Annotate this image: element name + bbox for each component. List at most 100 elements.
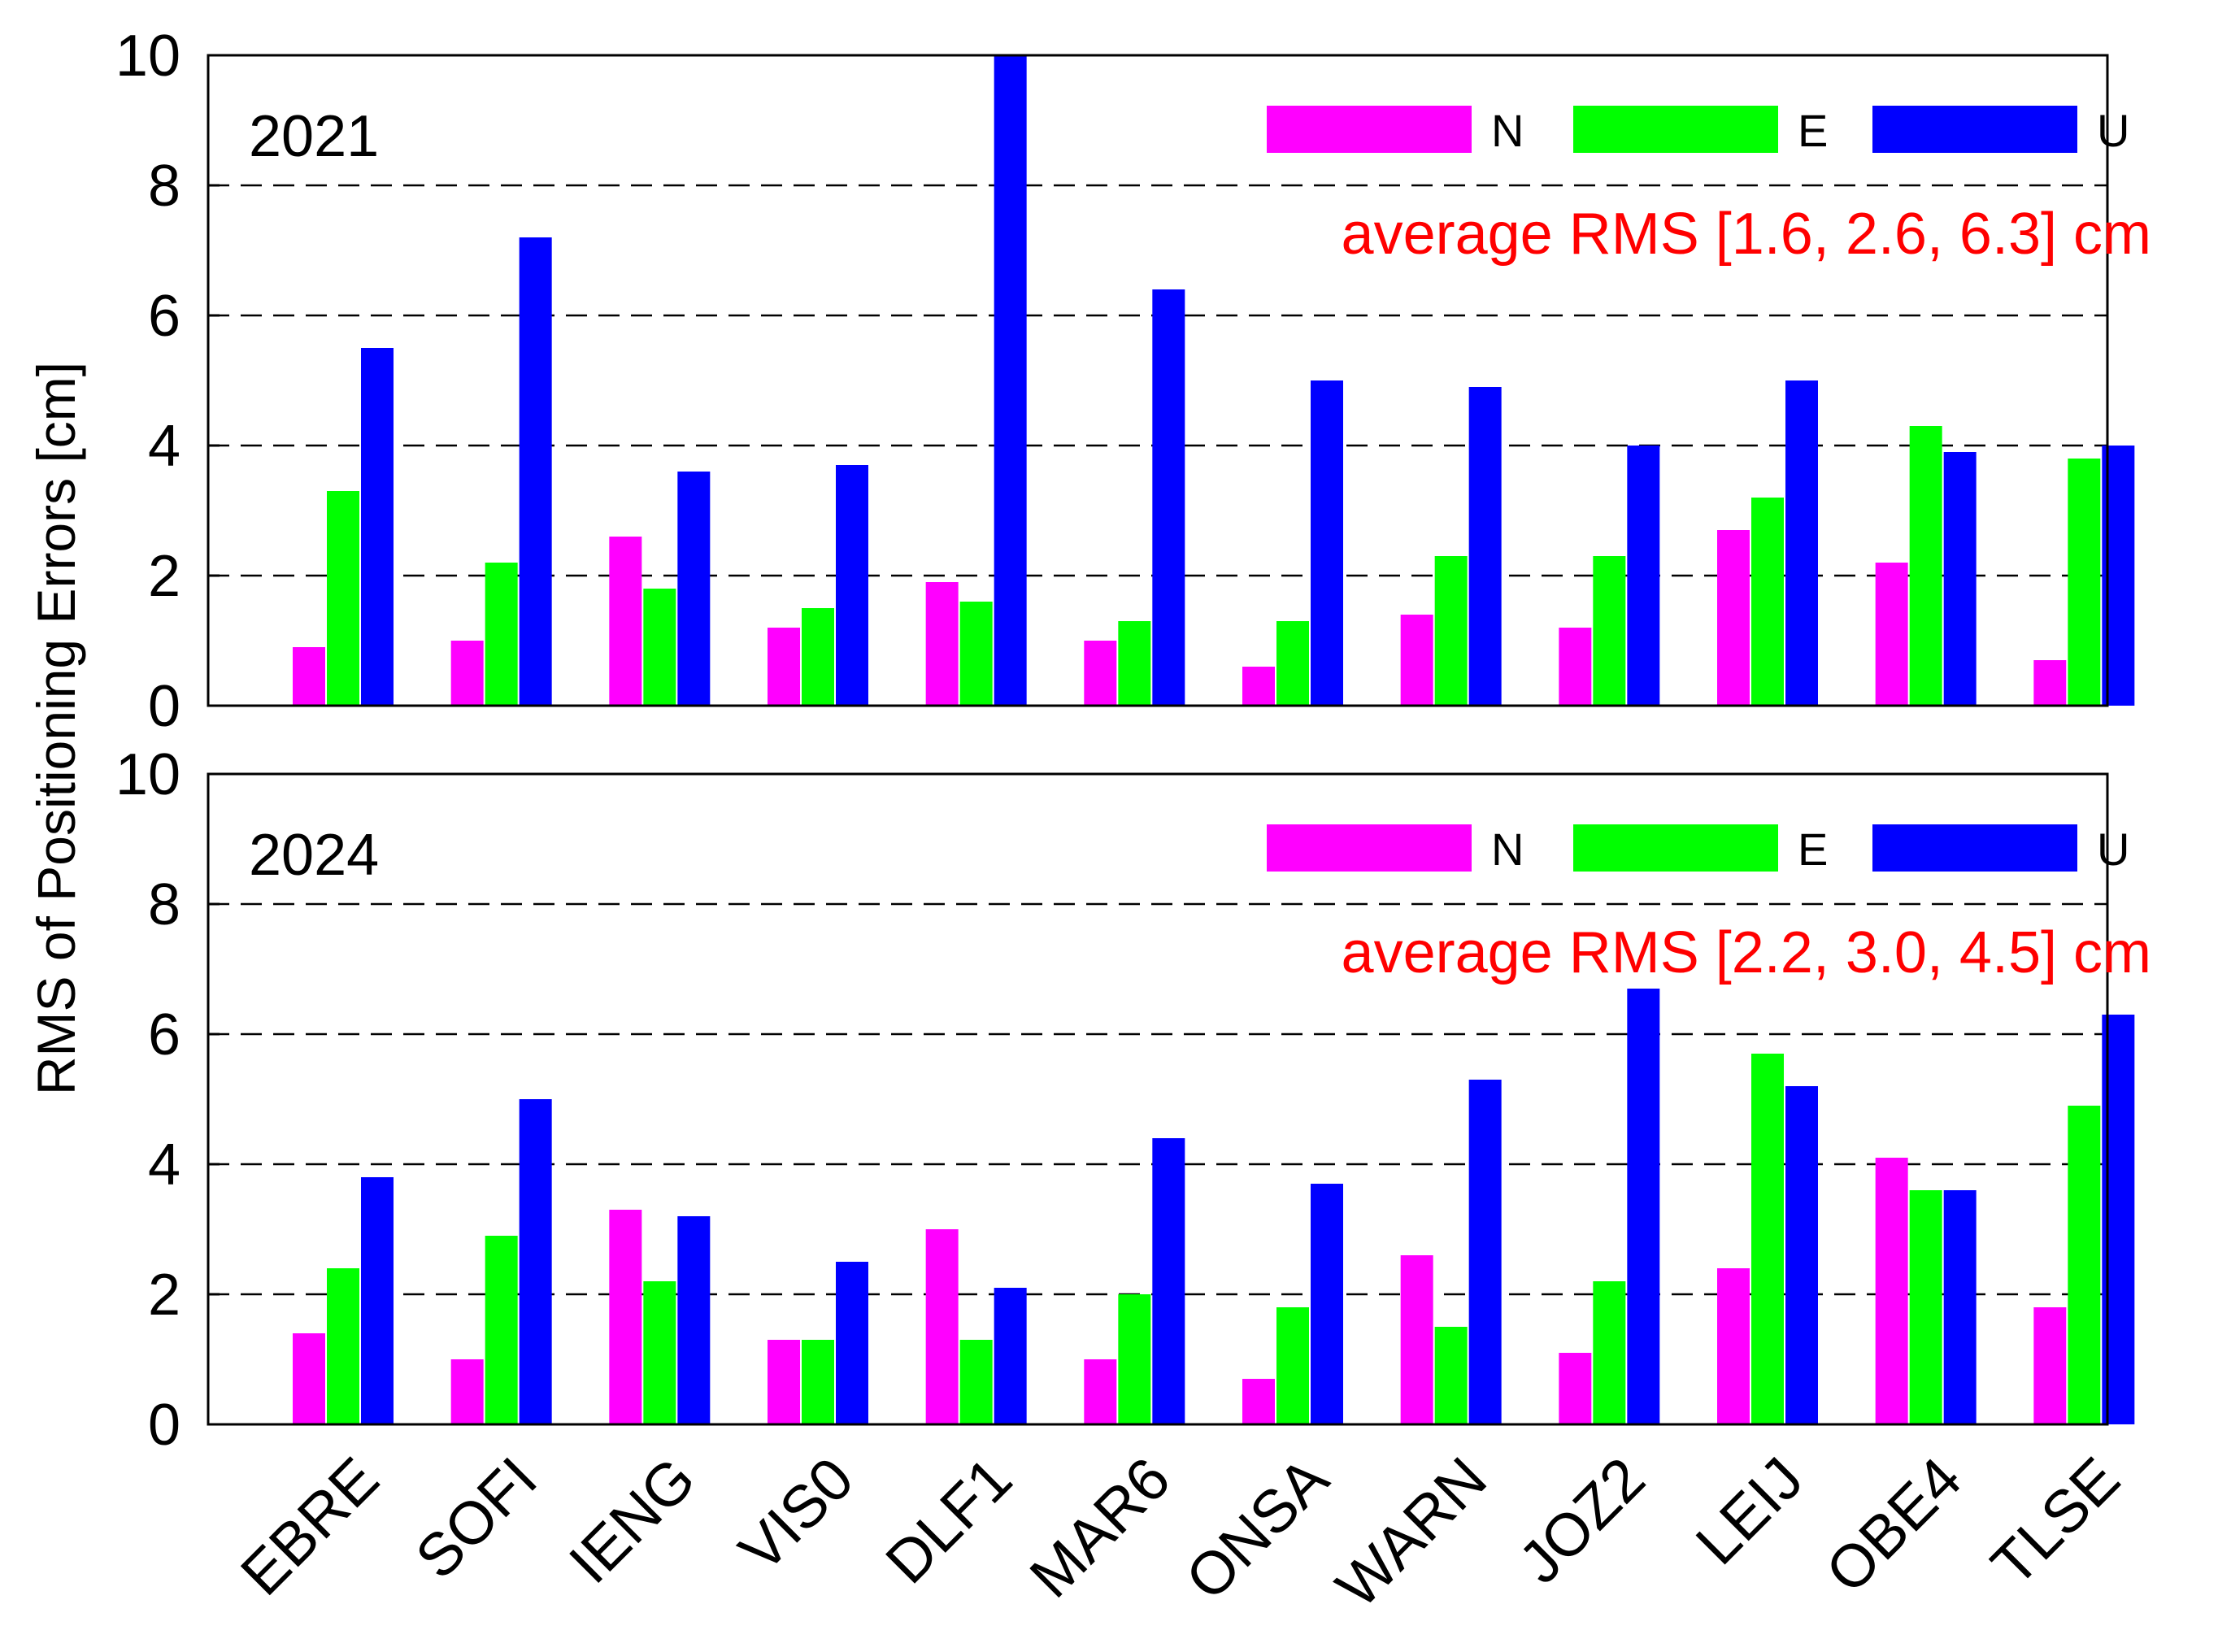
bar-2021-ONSA-U xyxy=(1311,380,1343,706)
bar-2024-IENG-N xyxy=(609,1210,642,1424)
bar-2021-IENG-U xyxy=(677,472,711,706)
bar-2021-OBE4-U xyxy=(1943,452,1977,706)
y-axis-label: RMS of Positioning Errors [cm] xyxy=(26,362,86,1095)
y-tick-label-2021-6: 6 xyxy=(148,284,180,349)
bar-2024-ONSA-E xyxy=(1276,1307,1309,1424)
panel-title-2021: 2021 xyxy=(249,104,379,169)
bar-2021-WARN-E xyxy=(1434,556,1468,706)
bar-2021-MAR6-U xyxy=(1152,289,1185,706)
y-tick-label-2024-10: 10 xyxy=(115,742,180,807)
bar-2024-LEIJ-N xyxy=(1717,1268,1750,1424)
bar-2021-EBRE-E xyxy=(327,491,359,706)
bar-2024-EBRE-N xyxy=(293,1333,325,1424)
bar-2024-OBE4-E xyxy=(1909,1190,1942,1424)
bar-2021-OBE4-E xyxy=(1909,426,1942,706)
y-tick-label-2021-0: 0 xyxy=(148,674,180,739)
bar-2024-IENG-U xyxy=(677,1216,711,1424)
bar-2024-DLF1-E xyxy=(959,1340,993,1424)
bar-2024-LEIJ-U xyxy=(1785,1086,1818,1424)
y-tick-label-2024-4: 4 xyxy=(148,1132,180,1198)
bar-2021-JOZ2-N xyxy=(1559,628,1592,706)
x-tick-label-DLF1: DLF1 xyxy=(872,1445,1024,1597)
y-tick-label-2021-8: 8 xyxy=(148,154,180,219)
panel-title-2024: 2024 xyxy=(249,823,379,888)
legend-swatch-2024-N xyxy=(1267,824,1472,872)
bar-2021-ONSA-N xyxy=(1242,667,1275,706)
bar-2021-LEIJ-U xyxy=(1785,380,1818,706)
average-rms-annotation-2021: average RMS [1.6, 2.6, 6.3] cm xyxy=(1342,202,2151,267)
bar-2021-MAR6-E xyxy=(1118,621,1151,706)
panel-2021: 0 2 4 6 8 10 2021 N E U average RMS [1.6, 2.6, … xyxy=(115,24,2151,739)
legend-label-2024-N: N xyxy=(1491,824,1524,875)
bar-2024-SOFI-U xyxy=(519,1099,552,1424)
bar-2021-SOFI-E xyxy=(485,563,518,706)
bar-2021-DLF1-U xyxy=(994,55,1027,706)
bar-2024-JOZ2-N xyxy=(1559,1353,1592,1424)
bar-2021-OBE4-N xyxy=(1875,563,1908,706)
y-tick-label-2024-8: 8 xyxy=(148,872,180,937)
bar-2021-ONSA-E xyxy=(1276,621,1309,706)
x-tick-label-EBRE: EBRE xyxy=(228,1445,391,1608)
y-tick-label-2021-10: 10 xyxy=(115,24,180,89)
bar-2024-JOZ2-E xyxy=(1593,1281,1626,1424)
bar-2021-JOZ2-U xyxy=(1627,446,1660,706)
bar-2021-WARN-N xyxy=(1400,615,1433,706)
bar-2021-VIS0-E xyxy=(802,608,834,706)
legend-label-2021-E: E xyxy=(1798,105,1828,156)
bar-2021-LEIJ-N xyxy=(1717,530,1750,706)
bar-2021-IENG-N xyxy=(609,537,642,706)
plot-frame-2021 xyxy=(207,54,2109,707)
bar-2021-DLF1-N xyxy=(925,582,959,706)
y-tick-label-2024-6: 6 xyxy=(148,1002,180,1067)
bar-2024-MAR6-N xyxy=(1084,1359,1117,1424)
bar-2024-MAR6-E xyxy=(1118,1294,1151,1424)
legend-label-2024-U: U xyxy=(2097,824,2129,875)
legend-label-2021-U: U xyxy=(2097,105,2129,156)
legend-swatch-2021-E xyxy=(1573,106,1778,153)
bar-2021-LEIJ-E xyxy=(1751,498,1784,706)
bar-2021-SOFI-U xyxy=(519,237,552,706)
bar-2024-OBE4-N xyxy=(1875,1158,1908,1424)
x-tick-label-SOFI: SOFI xyxy=(402,1445,550,1592)
bar-2024-ONSA-U xyxy=(1311,1184,1343,1424)
y-tick-label-2021-2: 2 xyxy=(148,544,180,609)
bar-2024-TLSE-E xyxy=(2068,1106,2101,1424)
x-tick-label-ONSA: ONSA xyxy=(1172,1444,1341,1612)
bar-2024-JOZ2-U xyxy=(1627,989,1660,1424)
x-tick-label-VIS0: VIS0 xyxy=(726,1445,866,1585)
bar-2024-WARN-U xyxy=(1468,1080,1502,1424)
x-tick-label-WARN: WARN xyxy=(1323,1445,1499,1621)
x-tick-label-JOZ2: JOZ2 xyxy=(1506,1445,1658,1597)
y-tick-label-2021-4: 4 xyxy=(148,414,180,479)
bar-2024-OBE4-U xyxy=(1943,1190,1977,1424)
bar-2024-TLSE-N xyxy=(2033,1307,2067,1424)
bar-2021-VIS0-U xyxy=(836,465,868,706)
bar-2024-EBRE-U xyxy=(361,1177,394,1424)
bar-2024-DLF1-U xyxy=(994,1288,1027,1424)
bar-2024-SOFI-E xyxy=(485,1236,518,1424)
legend-swatch-2021-N xyxy=(1267,106,1472,153)
bar-2021-SOFI-N xyxy=(450,641,484,706)
legend-swatch-2024-U xyxy=(1872,824,2077,872)
bar-2021-IENG-E xyxy=(643,589,676,706)
legend-label-2021-N: N xyxy=(1491,105,1524,156)
bar-2021-JOZ2-E xyxy=(1593,556,1626,706)
bar-2021-EBRE-N xyxy=(293,647,325,706)
bar-2021-VIS0-N xyxy=(768,628,800,706)
bar-2024-WARN-N xyxy=(1400,1255,1433,1424)
bar-2024-WARN-E xyxy=(1434,1327,1468,1424)
x-tick-label-IENG: IENG xyxy=(556,1445,708,1597)
bar-2024-MAR6-U xyxy=(1152,1138,1185,1424)
bar-2024-ONSA-N xyxy=(1242,1379,1275,1424)
bar-2024-VIS0-E xyxy=(802,1340,834,1424)
legend-swatch-2021-U xyxy=(1872,106,2077,153)
x-tick-label-MAR6: MAR6 xyxy=(1017,1445,1183,1611)
legend-swatch-2024-E xyxy=(1573,824,1778,872)
bar-2024-VIS0-U xyxy=(836,1262,868,1424)
average-rms-annotation-2024: average RMS [2.2, 3.0, 4.5] cm xyxy=(1342,920,2151,985)
bar-2021-MAR6-N xyxy=(1084,641,1117,706)
